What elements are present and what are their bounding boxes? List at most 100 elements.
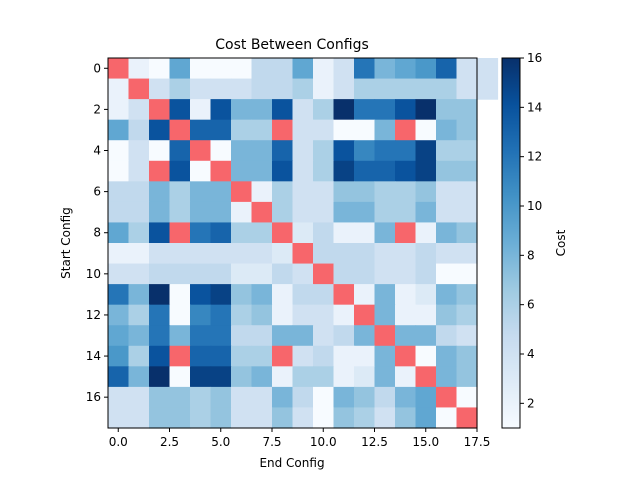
- heatmap-cell: [292, 119, 314, 141]
- heatmap-cell: [456, 366, 478, 388]
- heatmap-cell: [210, 58, 232, 80]
- heatmap-cell: [415, 58, 437, 80]
- heatmap-cell: [374, 345, 396, 367]
- heatmap-cell: [436, 201, 458, 224]
- heatmap-cell: [128, 201, 150, 224]
- heatmap-cell: [169, 284, 191, 306]
- colorbar-tick-label: 8: [527, 248, 535, 262]
- heatmap-cell: [292, 99, 314, 121]
- heatmap-cell: [190, 284, 212, 306]
- heatmap-cell: [169, 325, 191, 347]
- heatmap-cell: [272, 181, 294, 203]
- heatmap-cell: [108, 160, 130, 182]
- heatmap-cell: [333, 119, 355, 141]
- heatmap-cell: [210, 345, 232, 367]
- heatmap-cell: [354, 386, 376, 409]
- heatmap-cell: [333, 304, 355, 326]
- heatmap-cell: [456, 140, 478, 162]
- heatmap-cell: [128, 284, 150, 306]
- heatmap-cell: [231, 284, 253, 306]
- colorbar-tick-label: 12: [527, 150, 542, 164]
- heatmap-cell: [108, 263, 130, 285]
- heatmap-cell: [415, 160, 437, 182]
- heatmap-cell: [190, 222, 212, 244]
- heatmap-cell: [313, 222, 335, 244]
- heatmap-cell: [169, 345, 191, 367]
- colorbar-tick-label: 16: [527, 51, 542, 65]
- heatmap-cell: [169, 119, 191, 141]
- heatmap-cell: [354, 140, 376, 162]
- heatmap-cell: [128, 304, 150, 326]
- heatmap-cell: [456, 78, 478, 100]
- heatmap-cell: [477, 58, 499, 80]
- heatmap-cell: [354, 345, 376, 367]
- heatmap-cell: [456, 119, 478, 141]
- x-tick-label: 12.5: [361, 435, 388, 449]
- heatmap-cell: [436, 263, 458, 285]
- heatmap-cell: [210, 181, 232, 203]
- heatmap-cell: [456, 407, 478, 429]
- heatmap-cell: [231, 201, 253, 224]
- heatmap-cell: [415, 201, 437, 224]
- heatmap-cell: [333, 222, 355, 244]
- heatmap-cell: [272, 222, 294, 244]
- heatmap-cell: [415, 325, 437, 347]
- y-tick-label: 4: [93, 144, 101, 158]
- heatmap-cell: [436, 78, 458, 100]
- heatmap-cell: [292, 78, 314, 100]
- heatmap-cell: [128, 58, 150, 80]
- heatmap-cell: [251, 243, 273, 265]
- heatmap-cell: [169, 366, 191, 388]
- y-tick-label: 2: [93, 102, 101, 116]
- colorbar-label: Cost: [554, 229, 568, 256]
- heatmap-cell: [231, 407, 253, 429]
- heatmap-cell: [354, 78, 376, 100]
- heatmap-cell: [210, 99, 232, 121]
- heatmap-cell: [456, 181, 478, 203]
- heatmap-cell: [108, 386, 130, 409]
- heatmap-cell: [251, 304, 273, 326]
- heatmap-cell: [354, 325, 376, 347]
- heatmap-cell: [354, 243, 376, 265]
- heatmap-cell: [436, 407, 458, 429]
- heatmap-cell: [210, 160, 232, 182]
- heatmap-cell: [108, 181, 130, 203]
- heatmap-cell: [251, 140, 273, 162]
- heatmap-cell: [313, 345, 335, 367]
- heatmap-cell: [149, 58, 171, 80]
- heatmap-cell: [272, 407, 294, 429]
- heatmap-cell: [436, 119, 458, 141]
- heatmap-cell: [190, 304, 212, 326]
- heatmap-cell: [251, 201, 273, 224]
- x-tick-label: 7.5: [262, 435, 281, 449]
- heatmap-cell: [251, 407, 273, 429]
- heatmap-cell: [374, 325, 396, 347]
- heatmap-cell: [169, 140, 191, 162]
- colorbar-tick-label: 2: [527, 396, 535, 410]
- heatmap-cell: [477, 78, 499, 100]
- heatmap-cell: [272, 58, 294, 80]
- heatmap-cell: [251, 263, 273, 285]
- heatmap-cell: [169, 58, 191, 80]
- heatmap-cell: [374, 407, 396, 429]
- heatmap-cell: [272, 386, 294, 409]
- heatmap-cell: [333, 407, 355, 429]
- heatmap-cell: [313, 407, 335, 429]
- heatmap-cell: [272, 304, 294, 326]
- heatmap-cell: [374, 181, 396, 203]
- heatmap-cell: [313, 201, 335, 224]
- heatmap-cell: [333, 386, 355, 409]
- heatmap-cell: [251, 222, 273, 244]
- heatmap-cell: [354, 263, 376, 285]
- heatmap-cell: [456, 284, 478, 306]
- heatmap-cell: [169, 386, 191, 409]
- heatmap-cell: [210, 325, 232, 347]
- heatmap-cell: [108, 99, 130, 121]
- heatmap-cell: [374, 243, 396, 265]
- heatmap-cell: [395, 160, 417, 182]
- heatmap-cell: [374, 78, 396, 100]
- heatmap-cell: [190, 386, 212, 409]
- heatmap-cell: [190, 181, 212, 203]
- heatmap-cell: [251, 119, 273, 141]
